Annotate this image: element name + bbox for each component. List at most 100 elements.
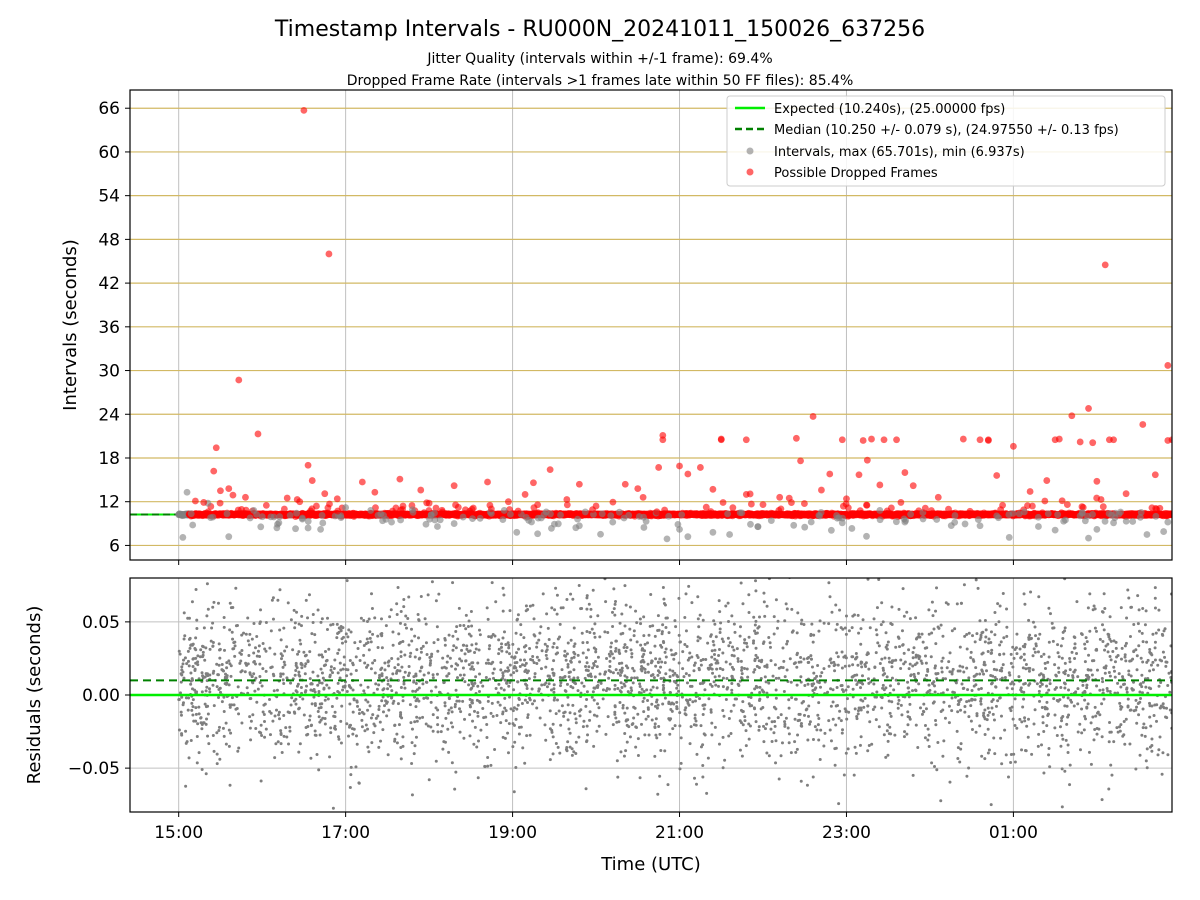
residual-point <box>1066 751 1070 755</box>
residual-point <box>768 641 772 645</box>
interval-point <box>397 516 404 524</box>
residual-point <box>319 667 323 671</box>
residual-point <box>424 641 428 645</box>
interval-point <box>876 507 884 514</box>
residual-point <box>774 688 778 692</box>
residual-point <box>1137 608 1141 612</box>
residual-point <box>856 712 860 716</box>
residual-point <box>947 704 951 708</box>
residual-point <box>656 673 660 677</box>
residual-point <box>249 719 253 723</box>
interval-point <box>187 510 195 518</box>
residual-point <box>189 682 193 686</box>
residual-point <box>249 738 253 742</box>
residual-point <box>269 629 273 633</box>
residual-point <box>340 641 344 645</box>
residual-point <box>1165 706 1169 710</box>
residual-point <box>501 674 505 678</box>
residual-point <box>562 714 566 718</box>
residual-point <box>585 724 589 728</box>
residual-point <box>502 593 506 597</box>
top-ytick-label: 24 <box>98 405 120 425</box>
residual-point <box>710 667 714 671</box>
residual-point <box>989 803 993 807</box>
interval-point <box>246 514 254 522</box>
dropped-baseline-point <box>1171 512 1172 516</box>
interval-point <box>838 519 846 527</box>
residual-point <box>545 612 549 616</box>
residual-point <box>1024 662 1028 666</box>
residual-point <box>399 610 403 614</box>
residual-point <box>531 654 535 658</box>
dropped-point <box>530 479 537 487</box>
residual-point <box>776 619 780 623</box>
dropped-point <box>399 502 407 510</box>
residual-point <box>1063 661 1067 665</box>
residual-point <box>512 706 516 710</box>
residual-point <box>294 702 298 706</box>
residual-point <box>802 713 806 717</box>
residual-point <box>406 617 410 621</box>
dropped-point <box>563 496 571 503</box>
residual-point <box>867 667 871 671</box>
residual-point <box>1101 680 1105 684</box>
dropped-point <box>1110 436 1117 444</box>
dropped-point <box>1028 502 1036 510</box>
residual-point <box>1150 744 1154 748</box>
dropped-point <box>639 493 647 501</box>
dropped-point <box>1010 442 1017 450</box>
residual-point <box>1040 705 1044 709</box>
residual-point <box>994 704 998 708</box>
residual-point <box>503 696 507 700</box>
interval-point <box>293 509 300 517</box>
residual-point <box>736 659 740 663</box>
residual-point <box>1022 690 1026 694</box>
interval-point <box>833 514 841 522</box>
dropped-point <box>325 250 333 258</box>
residual-point <box>740 754 744 758</box>
residual-point <box>1072 670 1076 674</box>
dropped-point <box>993 472 1001 479</box>
residual-point <box>742 648 746 652</box>
residual-point <box>783 720 787 724</box>
residual-point <box>613 687 617 691</box>
residual-point <box>357 781 361 785</box>
residual-point <box>614 646 618 650</box>
residual-point <box>794 750 798 754</box>
residual-point <box>621 631 625 635</box>
residual-point <box>1092 738 1096 742</box>
residual-point <box>451 648 455 652</box>
residual-point <box>336 651 340 655</box>
residual-point <box>515 651 519 655</box>
residual-point <box>385 714 389 718</box>
dropped-point <box>801 500 808 507</box>
residual-point <box>571 703 575 707</box>
residual-point <box>969 650 973 654</box>
residual-point <box>937 626 941 630</box>
residual-point <box>551 645 555 649</box>
residual-point <box>467 683 471 687</box>
residual-point <box>1157 608 1161 612</box>
residual-point <box>396 586 400 590</box>
residual-point <box>409 721 413 725</box>
dropped-point <box>1168 436 1172 444</box>
residual-point <box>1083 714 1087 718</box>
residual-point <box>935 768 939 772</box>
dropped-point <box>826 470 834 478</box>
residual-point <box>230 630 234 634</box>
interval-point <box>684 533 692 541</box>
residual-point <box>793 717 797 721</box>
residual-point <box>743 638 747 642</box>
residual-point <box>773 724 777 728</box>
dropped-baseline-point <box>1173 510 1180 517</box>
interval-point <box>1122 517 1130 525</box>
residual-point <box>1093 705 1097 709</box>
residual-point <box>308 650 312 654</box>
residual-point <box>1119 707 1123 711</box>
residual-point <box>1050 621 1054 625</box>
residual-point <box>322 664 326 668</box>
residual-point <box>1036 650 1040 654</box>
residual-point <box>788 657 792 661</box>
residual-point <box>550 667 554 671</box>
residual-point <box>1068 763 1072 767</box>
